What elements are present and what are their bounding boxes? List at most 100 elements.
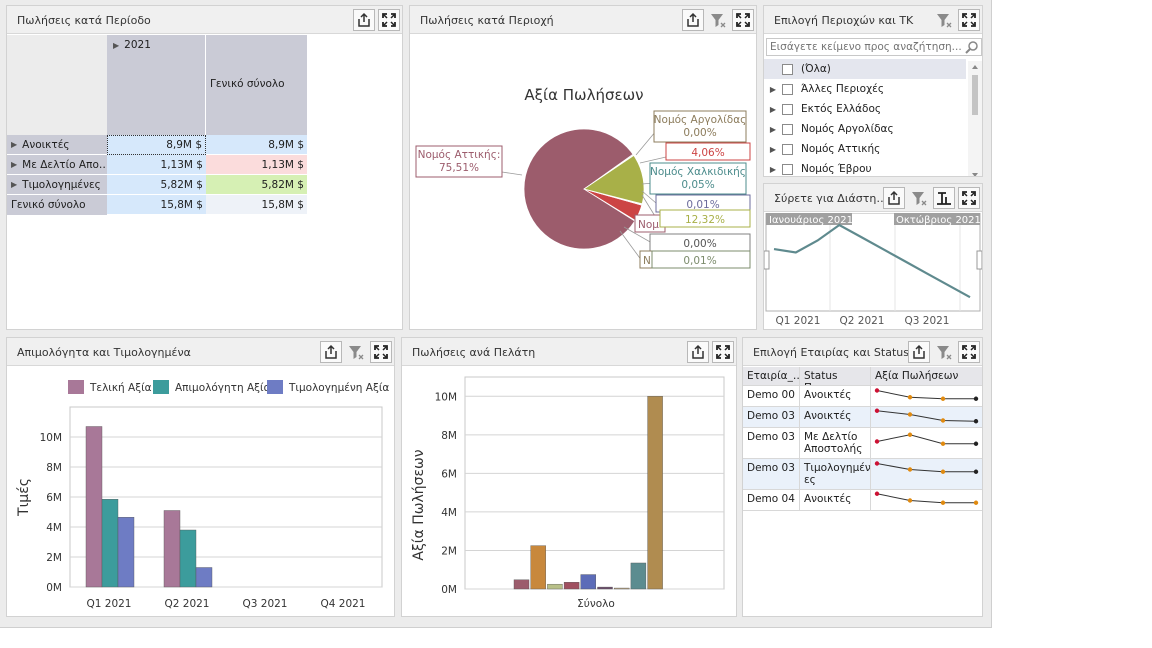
row-header-delivery[interactable]: ▶ Με Δελτίο Απο… (7, 155, 107, 175)
clear-filter-button[interactable] (345, 341, 367, 363)
table-cell[interactable]: Demo 04 (743, 490, 800, 511)
clear-filter-button[interactable] (707, 9, 729, 31)
checkbox[interactable] (782, 163, 793, 175)
column-header-company[interactable]: Εταιρία_… (743, 367, 800, 386)
checkbox[interactable] (782, 143, 793, 155)
maximize-button[interactable] (370, 341, 392, 363)
sparkline-cell[interactable] (871, 490, 982, 511)
table-cell[interactable]: Τιμολογημέν ες (800, 459, 871, 490)
expand-icon[interactable]: ▶ (769, 144, 777, 154)
column-header-status[interactable]: Status Παρ… (800, 367, 871, 386)
pie-chart[interactable]: Αξία Πωλήσεων Νομός Αττικής: (410, 35, 756, 330)
expand-icon[interactable]: ▶ (769, 84, 777, 94)
year-header[interactable]: ▶ 2021 (107, 35, 206, 135)
checkbox[interactable] (782, 83, 793, 95)
pivot-cell[interactable]: 15,8M $ (206, 195, 307, 215)
panel-title: Σύρετε για Διάστη… (774, 192, 888, 205)
pivot-cell[interactable]: 1,13M $ (107, 155, 206, 175)
list-item-all[interactable]: (Όλα) (764, 59, 966, 79)
table-cell[interactable]: Demo 03 (743, 407, 800, 428)
pivot-cell[interactable]: 5,82M $ (107, 175, 206, 195)
list-item[interactable]: ▶ Νομός Αττικής (764, 139, 966, 159)
export-button[interactable] (908, 341, 930, 363)
table-cell[interactable]: Demo 03 (743, 428, 800, 459)
export-button[interactable] (353, 9, 375, 31)
range-selector[interactable]: Ιανουάριος 2021 Οκτώβριος 2021 Q1 2021 Q… (764, 212, 982, 329)
pivot-cell[interactable]: 5,82M $ (206, 175, 307, 195)
export-button[interactable] (320, 341, 342, 363)
bar[interactable] (613, 587, 630, 590)
bar[interactable] (195, 567, 213, 588)
maximize-button[interactable] (958, 9, 980, 31)
expand-icon[interactable]: ▶ (769, 104, 777, 114)
maximize-button[interactable] (958, 187, 980, 209)
sparkline-cell[interactable] (871, 428, 982, 459)
table-cell[interactable]: Ανοικτές (800, 490, 871, 511)
maximize-button[interactable] (378, 9, 400, 31)
bar-chart-customer[interactable]: Αξία Πωλήσεων 0M 2M 4M 6M 8M 10M Σύνολο (402, 367, 736, 617)
bar[interactable] (530, 545, 546, 590)
clear-filter-button[interactable] (908, 187, 930, 209)
list-item[interactable]: ▶ Νομός Έβρου (764, 159, 966, 176)
callout-argolida: Νομός Αργολίδας 0,00% (653, 110, 747, 143)
interval-button[interactable] (933, 187, 955, 209)
bar[interactable] (563, 582, 580, 590)
bar[interactable] (179, 529, 197, 588)
clear-filter-button[interactable] (933, 9, 955, 31)
bar[interactable] (101, 499, 119, 588)
sparkline-cell[interactable] (871, 459, 982, 490)
list-item[interactable]: ▶ Άλλες Περιοχές (764, 79, 966, 99)
bar[interactable] (513, 579, 530, 590)
bar[interactable] (647, 396, 663, 590)
table-cell[interactable]: Ανοικτές (800, 386, 871, 407)
expand-icon[interactable]: ▶ (769, 124, 777, 134)
clear-filter-button[interactable] (933, 341, 955, 363)
bar[interactable] (85, 426, 103, 588)
bar[interactable] (630, 562, 647, 590)
sparkline-cell[interactable] (871, 407, 982, 428)
bar[interactable] (547, 583, 563, 590)
export-button[interactable] (687, 341, 709, 363)
expand-icon[interactable]: ▶ (769, 164, 777, 174)
bar[interactable] (580, 574, 597, 590)
bar[interactable] (163, 510, 181, 588)
pie-slice[interactable] (523, 128, 636, 250)
pivot-cell[interactable]: 8,9M $ (107, 135, 206, 155)
pivot-cell[interactable]: 1,13M $ (206, 155, 307, 175)
maximize-icon (716, 345, 730, 359)
search-input[interactable] (767, 39, 963, 55)
bar[interactable] (597, 586, 613, 590)
range-handle-left[interactable] (764, 250, 770, 270)
export-button[interactable] (682, 9, 704, 31)
row-header-invoiced[interactable]: ▶ Τιμολογημένες (7, 175, 107, 195)
maximize-button[interactable] (958, 341, 980, 363)
legend-label: Τελική Αξία (89, 382, 152, 394)
checkbox[interactable] (782, 103, 793, 115)
bar[interactable] (117, 517, 135, 588)
pivot-cell[interactable]: 8,9M $ (206, 135, 307, 155)
list-item[interactable]: ▶ Νομός Αργολίδας (764, 119, 966, 139)
list-item[interactable]: ▶ Εκτός Ελλάδος (764, 99, 966, 119)
sparkline-cell[interactable] (871, 386, 982, 407)
export-button[interactable] (883, 187, 905, 209)
range-handle-right[interactable] (976, 250, 982, 270)
table-cell[interactable]: Demo 00 (743, 386, 800, 407)
bar-chart-invoiced[interactable]: Τελική Αξία Απιμολόγητη Αξία Τιμολογημέν… (7, 367, 394, 617)
maximize-button[interactable] (712, 341, 734, 363)
table-cell[interactable]: Με Δελτίο Αποστολής (800, 428, 871, 459)
row-header-open[interactable]: ▶ Ανοικτές (7, 135, 107, 155)
panel-title: Επιλογή Εταιρίας και Status (753, 346, 909, 359)
table-cell[interactable]: Ανοικτές (800, 407, 871, 428)
x-tick-label: Q2 2021 (164, 598, 209, 610)
column-header-sales[interactable]: Αξία Πωλήσεων (871, 367, 982, 386)
maximize-icon (374, 345, 388, 359)
pie-slice[interactable] (583, 153, 634, 190)
checkbox[interactable] (782, 123, 793, 135)
vertical-scrollbar[interactable] (968, 61, 982, 176)
search-icon[interactable] (965, 40, 979, 54)
maximize-button[interactable] (732, 9, 754, 31)
table-cell[interactable]: Demo 03 (743, 459, 800, 490)
expand-icon: ▶ (11, 140, 18, 149)
pivot-cell[interactable]: 15,8M $ (107, 195, 206, 215)
checkbox[interactable] (782, 63, 793, 75)
